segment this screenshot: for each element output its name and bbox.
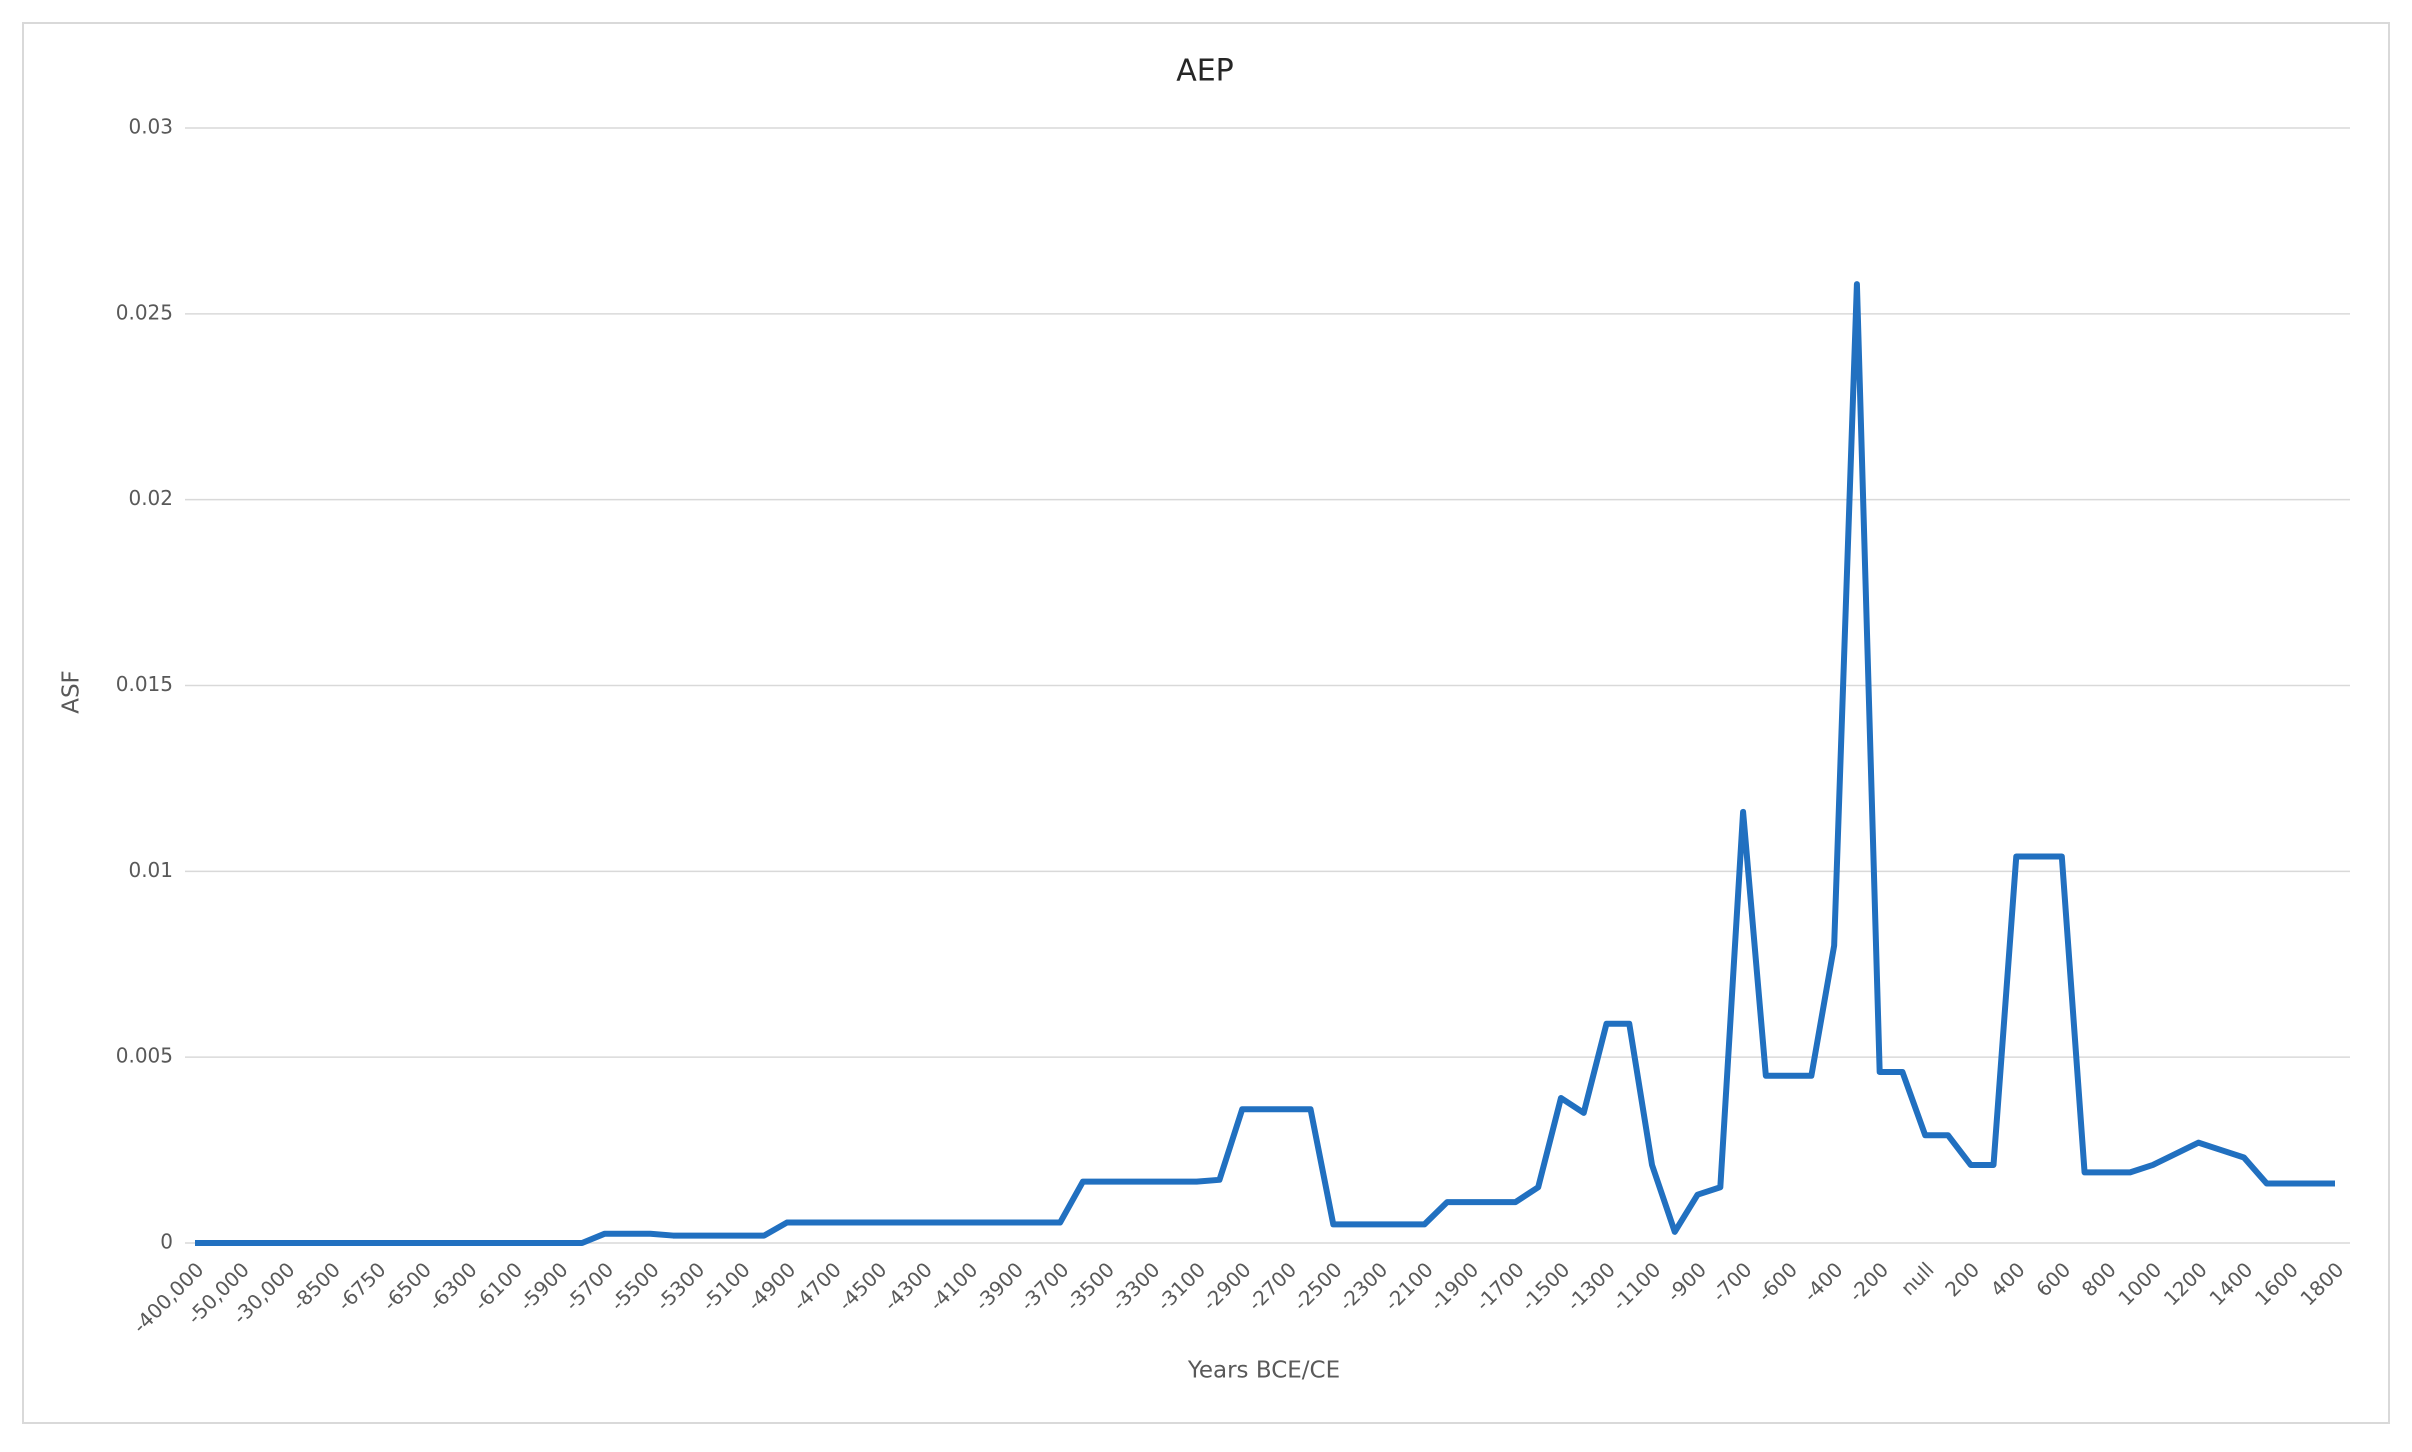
y-tick-label: 0.015 <box>116 672 173 696</box>
chart-border <box>22 22 2390 1424</box>
y-tick-label: 0.02 <box>128 486 173 510</box>
chart-title: AEP <box>1176 54 1234 89</box>
data-line <box>195 281 2335 1246</box>
y-tick-label: 0 <box>160 1230 173 1254</box>
y-tick-label: 0.03 <box>128 115 173 139</box>
y-axis-label: ASF <box>59 670 85 714</box>
y-tick-label: 0.01 <box>128 858 173 882</box>
y-tick-label: 0.025 <box>116 300 173 324</box>
x-axis-label: Years BCE/CE <box>1187 1358 1340 1384</box>
y-tick-label: 0.005 <box>116 1044 173 1068</box>
